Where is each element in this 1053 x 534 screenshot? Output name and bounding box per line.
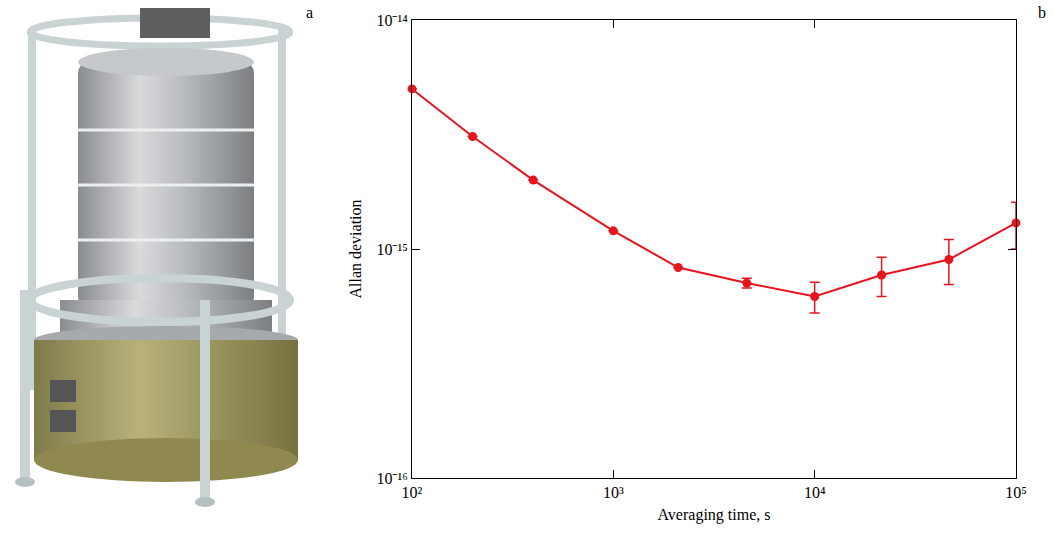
svg-text:10³: 10³	[603, 484, 624, 501]
html-text:b: b	[1038, 4, 1046, 21]
svg-text:10⁻¹⁶: 10⁻¹⁶	[376, 470, 407, 487]
html-text:a: a	[306, 4, 314, 21]
svg-text:10⁴: 10⁴	[804, 484, 826, 501]
svg-text:10²: 10²	[402, 484, 423, 501]
svg-text:10⁻¹⁵: 10⁻¹⁵	[376, 241, 407, 258]
svg-text:10⁵: 10⁵	[1005, 484, 1027, 501]
svg-text:Averaging time, s: Averaging time, s	[657, 506, 770, 524]
svg-text:Allan deviation: Allan deviation	[347, 199, 364, 298]
svg-text:10⁻¹⁴: 10⁻¹⁴	[376, 12, 408, 29]
